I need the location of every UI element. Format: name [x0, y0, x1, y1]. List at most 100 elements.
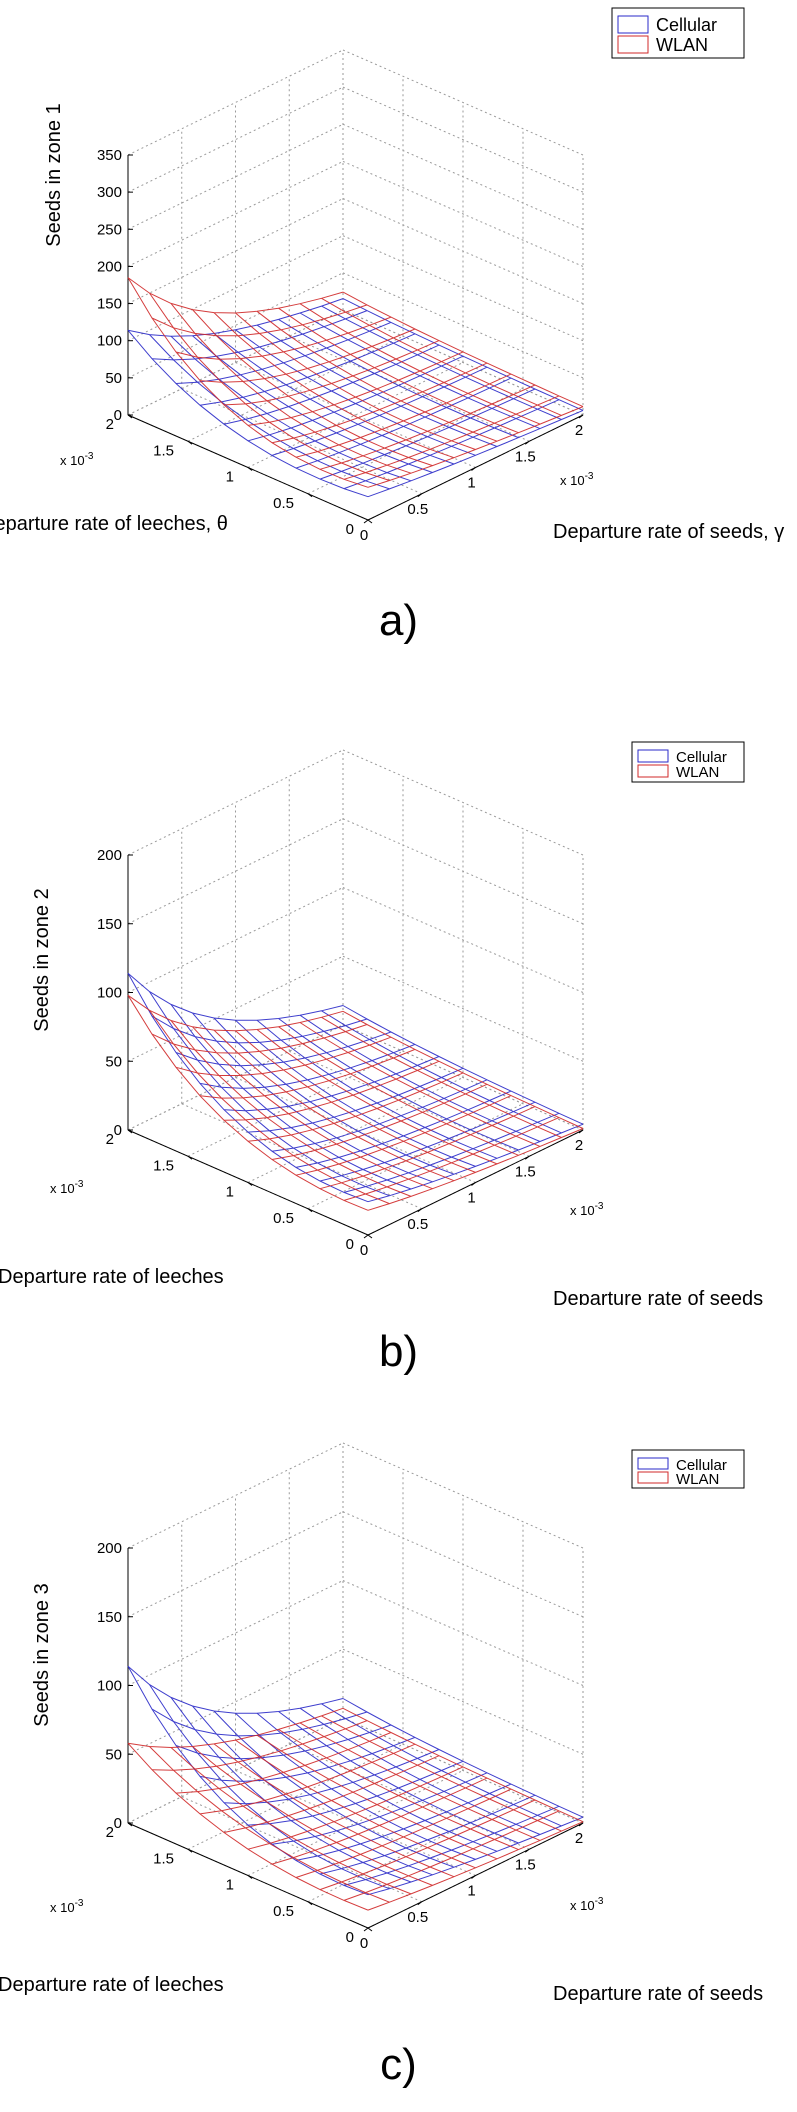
surface-mesh-line: [321, 1703, 562, 1827]
surface-mesh-line: [127, 1665, 344, 1714]
surface-mesh-line: [321, 297, 562, 416]
surface-mesh-line: [151, 304, 368, 337]
x-tick-mark: [363, 1927, 369, 1932]
x-tick-mark: [363, 1234, 369, 1239]
x-tick-label: 1: [467, 1883, 475, 1900]
chart-panel-c: 0 0.5 1 1.5 2 0 0.5 1 1.5 2 0 50 100 150 200 x 10-3 x 10…: [0, 1410, 797, 2112]
surface-mesh-line: [278, 318, 519, 439]
z-tick-label: 200: [97, 847, 122, 864]
floor-gridline: [289, 1050, 530, 1157]
x-tick-mark: [363, 519, 369, 524]
surface-mesh-line: [278, 1026, 519, 1156]
surface-mesh-line: [192, 1705, 433, 1876]
x-tick-mark: [578, 1822, 584, 1827]
legend-label: Cellular: [676, 749, 727, 766]
chart-a: 00.511.5200.511.52050100150200250300350x…: [0, 7, 784, 544]
surface-mesh-line: [278, 1728, 519, 1851]
z-tick-label: 0: [114, 1815, 122, 1832]
surface-mesh-line: [278, 1711, 519, 1844]
surface-mesh-line: [223, 1056, 440, 1112]
chart-panel-a: 0 0.5 1 1.5 2 0 0.5 1 1.5 2 0 50 100 150 200 250 300 350 x…: [0, 0, 797, 705]
surface-mesh-line: [367, 1128, 584, 1211]
surface-mesh-line: [223, 1060, 440, 1121]
legend-swatch: [617, 15, 649, 34]
surface-mesh-line: [175, 1732, 392, 1794]
x-tick-label: 0.5: [407, 501, 428, 518]
x-tick-mark: [524, 1155, 530, 1160]
side-wall-gridline: [342, 86, 584, 193]
x-tick-label: 2: [575, 1830, 583, 1847]
surface-mesh-line: [321, 305, 562, 420]
surface-mesh-line: [199, 328, 416, 383]
surface-mesh-line: [321, 1010, 562, 1134]
floor-gridline: [235, 362, 476, 468]
y-tick-label: 1.5: [153, 1157, 174, 1174]
surface-mesh-line: [299, 1707, 541, 1835]
z-tick-label: 200: [97, 1540, 122, 1557]
y-tick-label: 2: [106, 416, 114, 433]
y-axis-exponent: x 10-3: [50, 1898, 84, 1915]
side-wall-gridline: [342, 749, 584, 856]
x-tick-mark: [578, 1129, 584, 1134]
surface-mesh-line: [199, 333, 416, 406]
surface-mesh-line: [247, 1766, 464, 1850]
back-wall-gridline: [127, 49, 344, 156]
surface-mesh-line: [367, 1816, 584, 1896]
y-tick-label: 2: [106, 1824, 114, 1841]
surface-mesh-line: [342, 1010, 584, 1129]
z-tick-label: 100: [97, 333, 122, 350]
surface-mesh-line: [256, 1734, 498, 1860]
x-axis-label: Departure rate of seeds: [553, 1288, 763, 1305]
surface-mesh-line: [151, 1024, 368, 1054]
y-tick-mark: [307, 1901, 313, 1906]
surface-mesh-line: [247, 1067, 464, 1133]
surface-mesh-line: [247, 1760, 464, 1826]
z-tick-label: 50: [105, 1746, 122, 1763]
x-tick-label: 1.5: [515, 1856, 536, 1873]
surface-mesh-line: [175, 1031, 392, 1067]
x-tick-mark: [578, 414, 584, 419]
x-axis-exponent: x 10-3: [560, 471, 594, 488]
surface-mesh-line: [342, 1707, 584, 1823]
surface-mesh-line: [256, 310, 498, 442]
z-tick-label: 300: [97, 184, 122, 201]
x-tick-label: 0: [360, 1935, 368, 1952]
y-tick-mark: [367, 519, 373, 524]
y-axis-label: Departure rate of leeches: [0, 1974, 224, 1996]
y-tick-label: 1: [226, 469, 234, 486]
x-axis-label: Departure rate of seeds, γ: [553, 521, 784, 543]
surface-mesh-line: [127, 1707, 344, 1749]
x-tick-mark: [417, 1208, 423, 1213]
y-tick-mark: [307, 493, 313, 498]
back-wall-gridline: [127, 1442, 344, 1549]
y-axis-exponent: x 10-3: [50, 1179, 84, 1196]
surface-mesh-line: [299, 1014, 541, 1142]
side-wall-gridline: [342, 955, 584, 1062]
legend-swatch: [637, 764, 669, 778]
floor-gridline: [289, 335, 530, 442]
surface-mesh-line: [247, 355, 464, 442]
side-wall-gridline: [342, 272, 584, 379]
side-wall-gridline: [342, 49, 584, 156]
legend-swatch: [617, 35, 649, 54]
chart-panel-b: 0 0.5 1 1.5 2 0 0.5 1 1.5 2 0 50 100 150 200 x 10-3 x 10…: [0, 705, 797, 1410]
surface-mesh-line: [175, 316, 392, 360]
surface-mesh-line: [151, 310, 368, 361]
surface-mesh-line: [278, 1018, 519, 1151]
back-wall-gridline: [127, 749, 344, 856]
surface-mesh-line: [223, 1755, 440, 1833]
side-wall-gridline: [342, 1648, 584, 1755]
surface-mesh-line: [367, 1123, 584, 1203]
surface-mesh-line: [247, 351, 464, 426]
surface-mesh-line: [319, 1106, 536, 1190]
x-axis-label: Departure rate of seeds: [553, 1983, 763, 2005]
surface-wlan: [127, 994, 584, 1211]
side-wall-gridline: [342, 887, 584, 993]
surface-mesh-line: [175, 1724, 392, 1760]
x-tick-label: 1.5: [515, 1163, 536, 1180]
